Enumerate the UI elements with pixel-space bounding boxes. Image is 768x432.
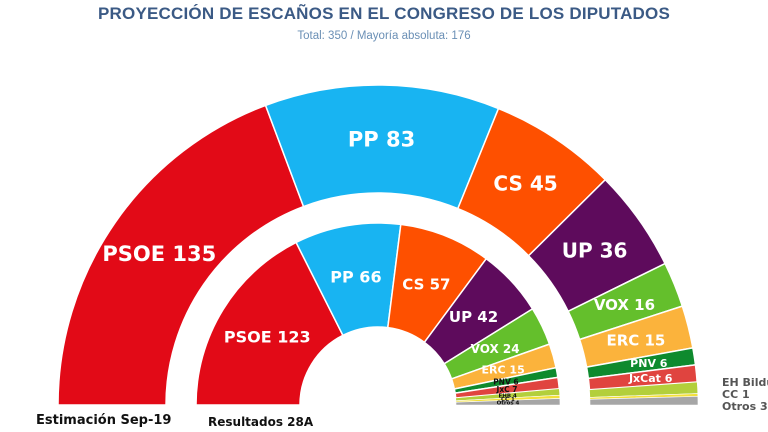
label-resultados-cc: CC 1 xyxy=(501,397,515,403)
label-resultados-cs: CS 57 xyxy=(402,276,450,294)
chart-title: PROYECCIÓN DE ESCAÑOS EN EL CONGRESO DE … xyxy=(98,4,670,23)
slice-estimacion-otros xyxy=(589,396,699,406)
chart-subtitle: Total: 350 / Mayoría absoluta: 176 xyxy=(297,30,471,42)
label-resultados-pnv: PNV 6 xyxy=(493,377,518,386)
label-resultados-jxc: JxC 7 xyxy=(496,385,518,394)
label-resultados-vox: VOX 24 xyxy=(471,342,520,356)
label-resultados-up: UP 42 xyxy=(449,308,498,326)
label-estimacion-erc: ERC 15 xyxy=(606,331,665,349)
label-resultados-ehb: EHB 4 xyxy=(499,394,517,400)
label-resultados-otros: Otros 4 xyxy=(497,401,520,407)
label-resultados-erc: ERC 15 xyxy=(482,364,525,377)
slice-estimacion-psoe xyxy=(57,104,305,406)
slice-resultados-psoe xyxy=(195,241,344,406)
label-resultados-pp: PP 66 xyxy=(330,267,381,286)
outer-ring-estimacion xyxy=(57,84,699,406)
outer-ring-label: Estimación Sep-19 xyxy=(36,413,171,428)
label-estimacion-cc: CC 1 xyxy=(722,388,750,401)
inner-ring-label: Resultados 28A xyxy=(208,415,314,429)
slice-resultados-otros xyxy=(455,398,561,406)
label-estimacion-eh-bildu: EH Bildu xyxy=(722,376,768,389)
label-estimacion-jxcat: JxCat 6 xyxy=(628,372,673,385)
label-estimacion-pnv: PNV 6 xyxy=(630,357,668,370)
label-estimacion-otros: Otros 3 xyxy=(722,400,768,413)
label-estimacion-psoe: PSOE 135 xyxy=(102,242,216,266)
label-estimacion-vox: VOX 16 xyxy=(594,296,655,314)
label-resultados-psoe: PSOE 123 xyxy=(224,327,311,346)
label-estimacion-cs: CS 45 xyxy=(493,172,557,196)
label-estimacion-pp: PP 83 xyxy=(348,127,415,151)
inner-ring-resultados xyxy=(195,222,561,406)
label-estimacion-up: UP 36 xyxy=(562,239,628,263)
